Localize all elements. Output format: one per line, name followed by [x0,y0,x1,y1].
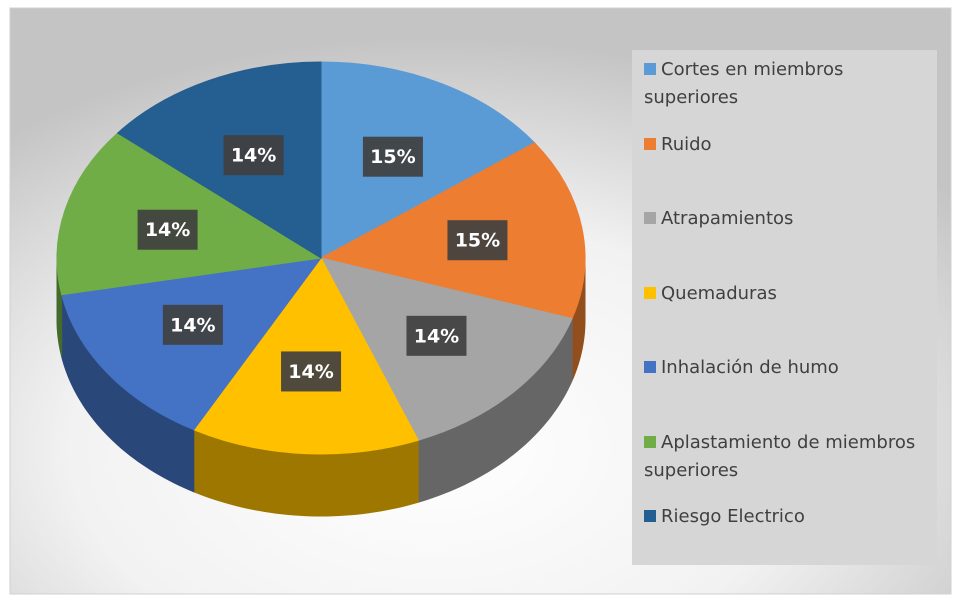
data-label-box [406,315,467,356]
data-label-box [447,220,508,261]
data-label-box [281,351,342,392]
data-label-box [223,135,284,176]
slice [116,61,322,259]
legend-swatch [644,510,656,522]
legend-swatch [644,286,656,299]
legend-label: Atrapamientos [661,208,794,229]
legend-swatch [644,361,656,373]
data-label: 14% [288,361,333,383]
slice [320,61,536,259]
legend-label: Quemaduras [661,282,777,304]
legend-swatch [644,137,656,150]
legend-label: Riesgo Electrico [661,506,805,527]
legend-label: Aplastamiento de miembros superiores [644,431,916,481]
data-label: 15% [370,146,415,168]
legend-swatch [644,435,656,448]
legend: Cortes en miembros superiores Ruido Atrapa… [632,50,937,565]
legend-label: Cortes en miembros superiores [644,59,844,108]
legend-entry: Riesgo Electrico [644,503,934,531]
data-label: 14% [170,314,215,336]
legend-entry: Atrapamientos [644,205,934,233]
legend-label: Inhalación de humo [661,357,839,378]
data-label: 14% [231,145,276,167]
data-label-box [137,209,198,250]
legend-entry: Ruido [644,131,934,159]
legend-entry: Inhalación de humo [644,354,934,382]
legend-entry: Aplastamiento de miembros superiores [644,429,934,485]
data-label: 15% [455,230,500,252]
data-label: 14% [414,325,459,347]
data-label-box [162,304,223,345]
legend-entry: Quemaduras [644,280,934,308]
legend-entry: Cortes en miembros superiores [644,56,934,112]
legend-label: Ruido [661,133,712,155]
legend-swatch [644,212,656,224]
data-label-box [362,136,423,177]
legend-swatch [644,63,656,75]
data-label: 14% [145,219,190,241]
